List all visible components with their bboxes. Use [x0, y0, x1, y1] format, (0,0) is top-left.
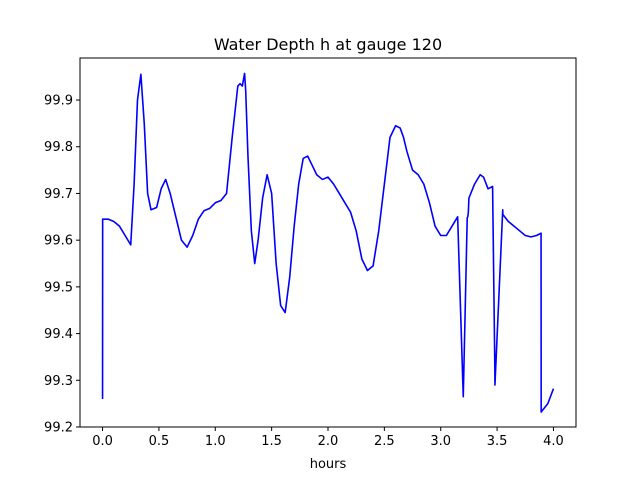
plot-area: 0.0 0.5 1.0 1.5 2.0 2.5 3.0 3.5 4.0 99.2 99.3 99.4 9…	[44, 57, 577, 449]
y-tick-label: 99.6	[44, 234, 73, 249]
x-tick-label: 3.0	[430, 434, 451, 449]
x-tick-label: 4.0	[543, 434, 564, 449]
x-tick-label: 2.5	[374, 434, 395, 449]
y-tick-label: 99.3	[44, 374, 73, 389]
x-tick-label: 3.5	[487, 434, 508, 449]
chart-title: Water Depth h at gauge 120	[214, 35, 442, 54]
y-tick-label: 99.7	[44, 187, 73, 202]
x-tick-label: 2.0	[318, 434, 339, 449]
y-tick-label: 99.9	[44, 94, 73, 109]
x-tick-label: 1.5	[261, 434, 282, 449]
y-tick-label: 99.2	[44, 421, 73, 436]
y-tick-label: 99.8	[44, 140, 73, 155]
x-tick-label: 0.0	[92, 434, 113, 449]
x-tick-label: 0.5	[149, 434, 170, 449]
x-axis-label: hours	[310, 457, 347, 472]
y-tick-label: 99.5	[44, 280, 73, 295]
x-tick-label: 1.0	[205, 434, 226, 449]
series-line-0	[101, 72, 555, 413]
y-tick-label: 99.4	[44, 327, 73, 342]
